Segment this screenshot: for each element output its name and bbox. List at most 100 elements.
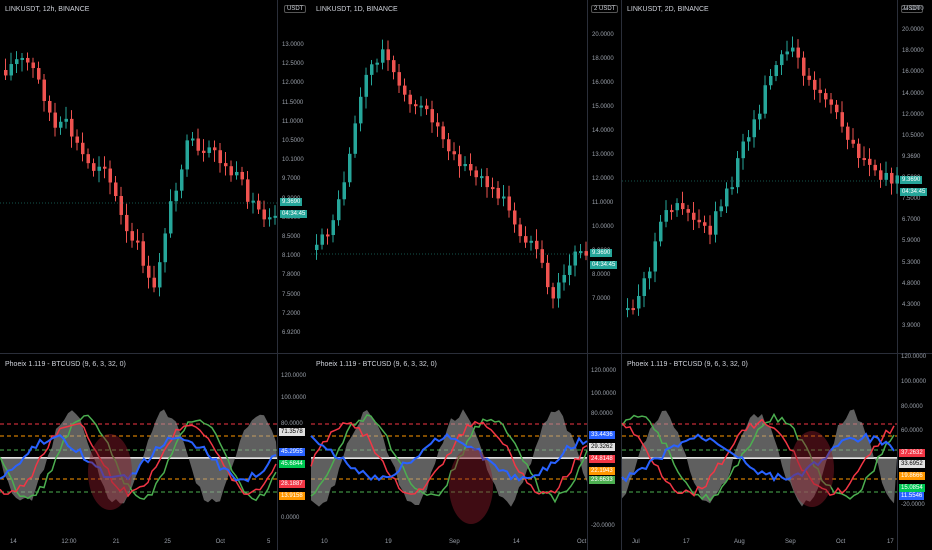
- indicator-value-tag: 13.9158: [279, 492, 305, 500]
- candle-body: [670, 210, 674, 213]
- price-tick: 15.0000: [592, 104, 614, 110]
- candle-body: [846, 126, 850, 140]
- candle-body: [529, 240, 533, 243]
- indicator-value-tag: 45.6844: [279, 460, 305, 468]
- currency-badge[interactable]: 2 USDT: [591, 5, 619, 13]
- time-tick: 17: [887, 539, 894, 545]
- histogram-area: [622, 409, 897, 507]
- candle-body: [185, 140, 189, 170]
- candle-body: [807, 75, 811, 80]
- indicator-tick: 80.0000: [591, 411, 613, 417]
- pane-divider[interactable]: [0, 353, 311, 354]
- candle-body: [752, 119, 756, 138]
- candle-body: [359, 96, 363, 124]
- candle-body: [31, 62, 35, 69]
- indicator-tick: 120.0000: [901, 354, 927, 360]
- indicator-chart[interactable]: [310, 354, 588, 534]
- price-chart[interactable]: [622, 0, 899, 350]
- histogram-area: [311, 409, 587, 507]
- indicator-title: Phoeix 1.119 - BTCUSD (9, 6, 3, 32, 0): [5, 361, 126, 368]
- candle-body: [692, 212, 696, 220]
- candle-body: [758, 113, 762, 120]
- candle-body: [879, 170, 883, 180]
- candle-body: [518, 224, 522, 237]
- price-tick: 10.0000: [592, 224, 614, 230]
- candle-body: [273, 215, 277, 218]
- candle-body: [697, 219, 701, 223]
- indicator-chart[interactable]: [621, 354, 897, 534]
- candle-body: [573, 251, 577, 266]
- indicator-chart[interactable]: [0, 354, 277, 534]
- candle-body: [419, 105, 423, 108]
- price-tick: 16.0000: [902, 69, 924, 76]
- chart-panel-12h[interactable]: LINKUSDT, 12h, BINANCE USDT 13.0000 12.50…: [0, 0, 312, 550]
- candle-body: [463, 163, 467, 167]
- candle-body: [730, 187, 734, 190]
- time-tick: Sep: [785, 539, 796, 545]
- last-price-tag: 9.3690: [280, 198, 303, 206]
- green-line: [0, 414, 277, 502]
- candle-body: [890, 172, 894, 184]
- price-chart[interactable]: [311, 0, 588, 350]
- candle-body: [873, 164, 877, 171]
- green-line: [621, 412, 895, 502]
- candle-body: [480, 176, 484, 179]
- candle-body: [862, 158, 866, 161]
- chart-panel-1d[interactable]: LINKUSDT, 1D, BINANCE 2 USDT 20.0000 18.0…: [310, 0, 622, 550]
- candle-body: [579, 251, 583, 254]
- candle-body: [70, 118, 74, 137]
- highlight-ellipse: [88, 434, 132, 510]
- candle-body: [37, 68, 41, 80]
- candle-body: [251, 200, 255, 203]
- candle-body: [829, 99, 833, 105]
- candle-body: [868, 158, 872, 165]
- candle-body: [703, 222, 707, 226]
- candle-body: [257, 200, 261, 210]
- candle-body: [174, 190, 178, 202]
- price-tick: 8.0000: [592, 272, 611, 278]
- candle-body: [240, 171, 244, 180]
- candle-body: [796, 47, 800, 58]
- pane-divider[interactable]: [622, 353, 932, 354]
- candle-body: [59, 121, 63, 128]
- pane-divider[interactable]: [311, 353, 621, 354]
- price-tick: 7.0000: [592, 296, 611, 302]
- candle-body: [158, 262, 162, 288]
- candle-body: [4, 70, 8, 76]
- time-tick: Aug: [734, 539, 745, 545]
- price-tick: 7.5000: [902, 196, 921, 203]
- time-tick: 12:00: [61, 539, 77, 545]
- candle-body: [235, 171, 239, 176]
- price-chart[interactable]: [0, 0, 277, 350]
- candle-body: [502, 196, 506, 199]
- candle-body: [546, 262, 550, 288]
- candle-body: [414, 104, 418, 107]
- highlight-ellipse: [449, 448, 493, 524]
- indicator-tick: 80.0000: [901, 404, 923, 410]
- blue-line: [621, 432, 895, 483]
- price-tick: 7.8000: [282, 272, 301, 279]
- time-tick: Oct: [836, 539, 846, 545]
- indicator-value-tag: 33.4436: [589, 431, 615, 439]
- currency-badge[interactable]: USDT: [901, 5, 924, 13]
- currency-badge[interactable]: USDT: [284, 5, 307, 13]
- candle-body: [196, 138, 200, 151]
- indicator-tick: 120.0000: [591, 368, 617, 374]
- candle-body: [97, 166, 101, 171]
- chart-panel-2d[interactable]: LINKUSDT, 2D, BINANCE USDT 24.0000 20.000…: [621, 0, 932, 550]
- candle-body: [686, 209, 690, 213]
- candle-body: [202, 150, 206, 153]
- indicator-value-tag: 28.1887: [279, 480, 305, 488]
- price-axis[interactable]: 20.0000 18.0000 16.0000 15.0000 14.0000 13.00…: [587, 0, 622, 550]
- candle-body: [331, 220, 335, 236]
- candle-body: [802, 57, 806, 76]
- candle-body: [86, 154, 90, 164]
- candle-body: [780, 54, 784, 66]
- price-tick: 3.9000: [902, 322, 921, 329]
- indicator-value-tag: 22.1943: [589, 467, 615, 475]
- price-tick: 14.0000: [592, 128, 614, 134]
- candle-body: [147, 265, 151, 278]
- candle-body: [386, 49, 390, 61]
- candle-body: [48, 100, 52, 113]
- time-tick: Jul: [632, 539, 640, 545]
